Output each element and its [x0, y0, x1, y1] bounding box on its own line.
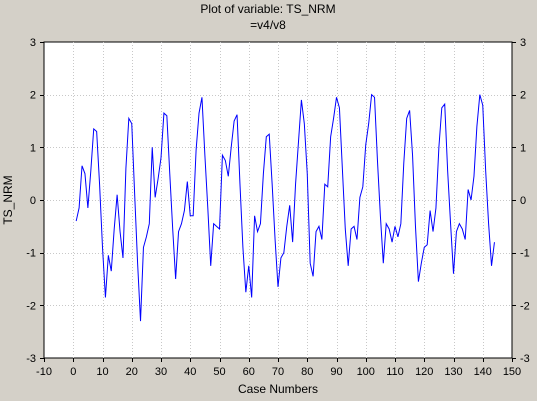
x-tick-label: 0 — [70, 366, 76, 378]
x-tick-label: 40 — [184, 366, 196, 378]
x-tick-label: 90 — [330, 366, 342, 378]
x-tick-label: 150 — [503, 366, 521, 378]
y-tick-label-left: 2 — [30, 90, 36, 102]
x-tick-label: 50 — [213, 366, 225, 378]
y-tick-label-left: -2 — [26, 300, 36, 312]
x-tick-label: 80 — [301, 366, 313, 378]
x-tick-label: 30 — [155, 366, 167, 378]
chart-title: Plot of variable: TS_NRM — [200, 2, 335, 16]
tick-labels: -10 0 10 20 30 40 50 60 70 80 90 100 110 120 130 140 150… — [26, 37, 530, 378]
x-tick-label: 60 — [243, 366, 255, 378]
x-tick-label: 70 — [272, 366, 284, 378]
y-tick-label-right: -2 — [520, 300, 530, 312]
y-tick-label-right: -3 — [520, 353, 530, 365]
y-tick-label-right: 2 — [520, 90, 526, 102]
x-tick-label: 110 — [386, 366, 404, 378]
y-tick-label-right: 1 — [520, 142, 526, 154]
y-axis-label: TS_NRM — [1, 175, 15, 224]
y-tick-label-right: 3 — [520, 37, 526, 49]
y-tick-label-left: 1 — [30, 142, 36, 154]
x-tick-label: 130 — [444, 366, 462, 378]
x-tick-label: 20 — [126, 366, 138, 378]
x-tick-label: -10 — [36, 366, 52, 378]
y-tick-label-left: -1 — [26, 248, 36, 260]
y-tick-label-left: 0 — [30, 195, 36, 207]
y-tick-label-left: -3 — [26, 353, 36, 365]
tick-marks — [40, 42, 516, 362]
x-tick-label: 140 — [474, 366, 492, 378]
series-line — [75, 93, 495, 322]
y-tick-label-left: 3 — [30, 37, 36, 49]
chart-subtitle: =v4/v8 — [250, 18, 286, 32]
y-tick-label-right: -1 — [520, 248, 530, 260]
x-tick-label: 120 — [415, 366, 433, 378]
y-tick-label-right: 0 — [520, 195, 526, 207]
x-axis-label: Case Numbers — [238, 382, 318, 396]
x-tick-label: 100 — [357, 366, 375, 378]
x-tick-label: 10 — [96, 366, 108, 378]
